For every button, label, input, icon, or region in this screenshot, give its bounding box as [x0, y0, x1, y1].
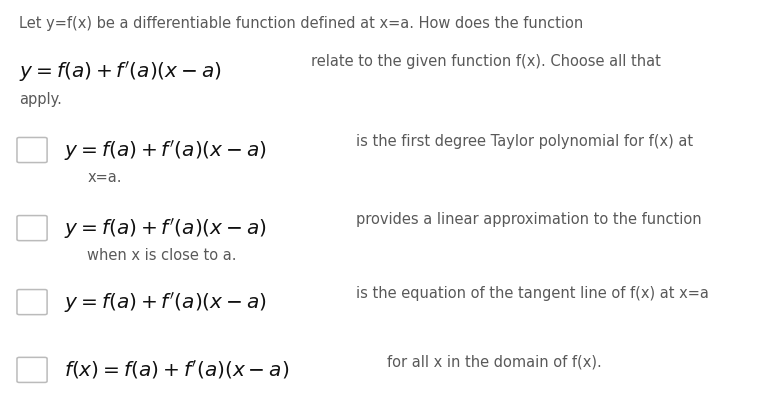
Text: apply.: apply. — [19, 92, 63, 107]
Text: Let y=f(x) be a differentiable function defined at x=a. How does the function: Let y=f(x) be a differentiable function … — [19, 16, 584, 31]
Text: relate to the given function f(x). Choose all that: relate to the given function f(x). Choos… — [311, 54, 661, 69]
FancyBboxPatch shape — [17, 215, 47, 241]
FancyBboxPatch shape — [17, 357, 47, 382]
Text: for all x in the domain of f(x).: for all x in the domain of f(x). — [387, 354, 601, 369]
Text: is the equation of the tangent line of f(x) at x=a: is the equation of the tangent line of f… — [356, 286, 709, 301]
Text: x=a.: x=a. — [87, 170, 122, 185]
Text: $f(x) = f(a)+f'(a)(x-a)$: $f(x) = f(a)+f'(a)(x-a)$ — [64, 359, 290, 381]
Text: is the first degree Taylor polynomial for f(x) at: is the first degree Taylor polynomial fo… — [356, 134, 693, 149]
Text: $y = f(a)+f'(a)(x-a)$: $y = f(a)+f'(a)(x-a)$ — [19, 60, 222, 84]
FancyBboxPatch shape — [17, 289, 47, 315]
Text: $y = f(a)+f'(a)(x-a)$: $y = f(a)+f'(a)(x-a)$ — [64, 217, 267, 241]
Text: $y = f(a)+f'(a)(x-a)$: $y = f(a)+f'(a)(x-a)$ — [64, 291, 267, 315]
Text: $y = f(a)+f'(a)(x-a)$: $y = f(a)+f'(a)(x-a)$ — [64, 139, 267, 163]
FancyBboxPatch shape — [17, 137, 47, 162]
Text: when x is close to a.: when x is close to a. — [87, 248, 237, 263]
Text: provides a linear approximation to the function: provides a linear approximation to the f… — [356, 212, 702, 227]
